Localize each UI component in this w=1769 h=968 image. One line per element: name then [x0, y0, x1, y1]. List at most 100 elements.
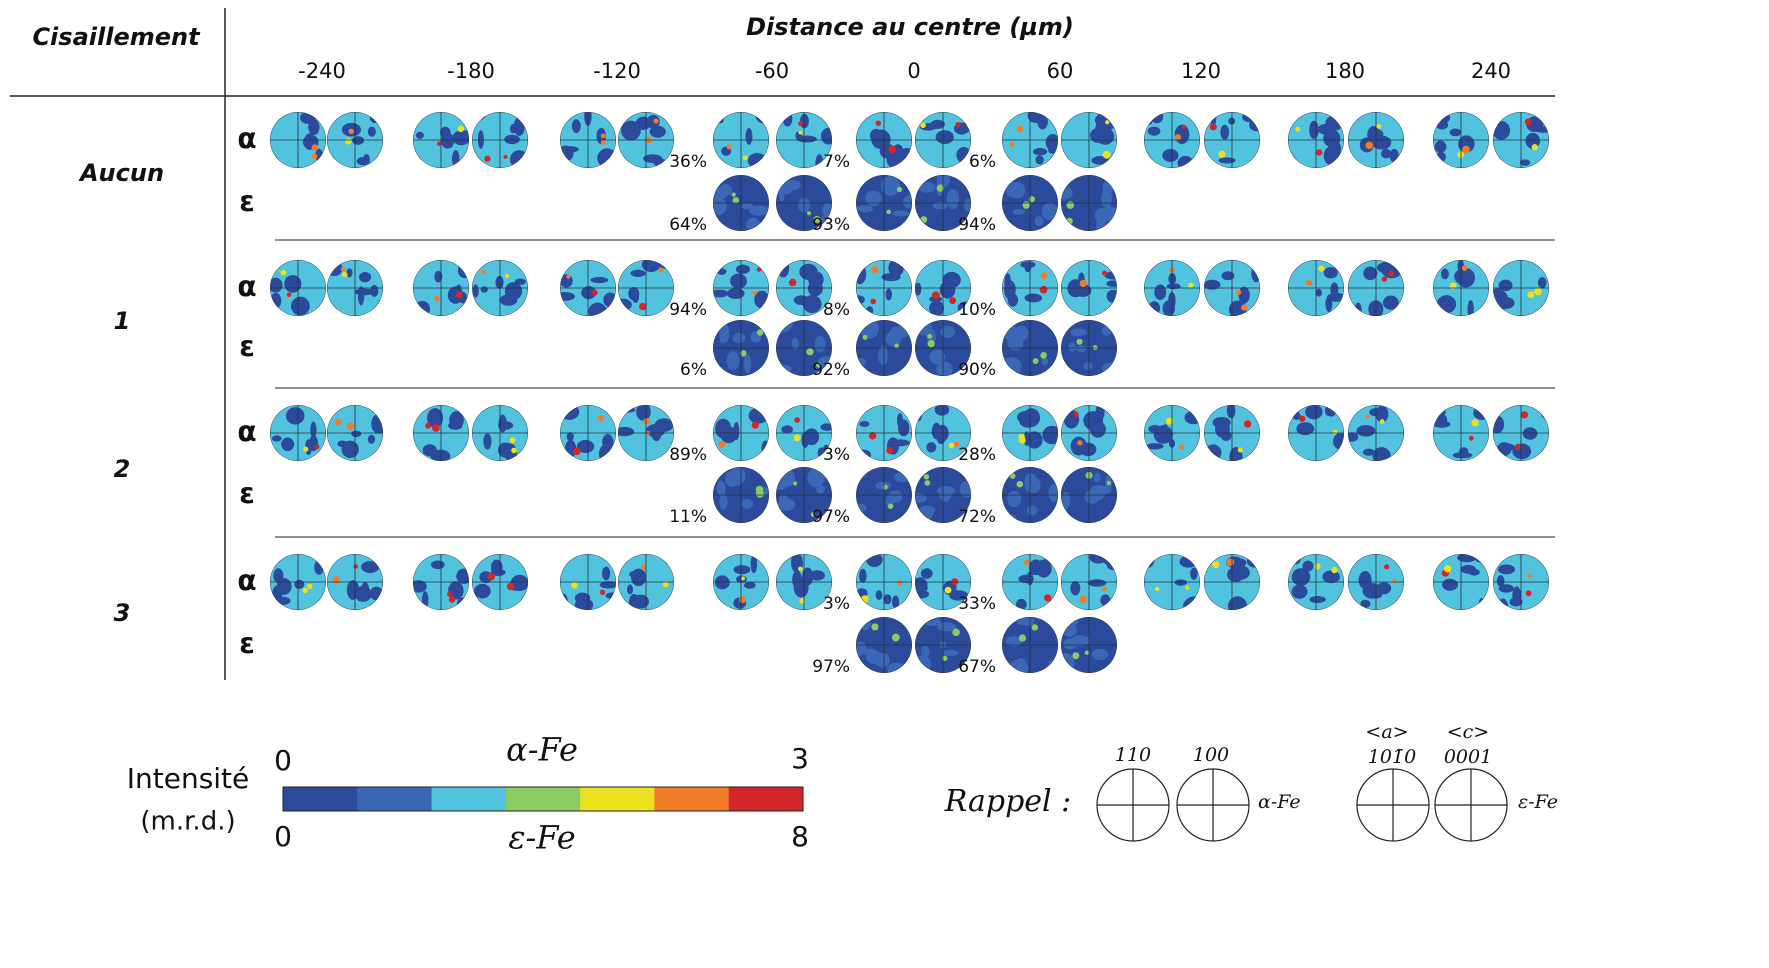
pole-blob — [915, 493, 927, 503]
pole-blob — [919, 505, 936, 515]
pole-blob — [1325, 115, 1344, 131]
pole-peak — [487, 572, 496, 581]
pole-blob — [749, 205, 769, 216]
pole-blob — [716, 117, 724, 124]
pole-blob — [809, 570, 825, 581]
pole-peak — [1073, 411, 1079, 417]
pole-figure — [856, 320, 912, 376]
pole-blob — [477, 130, 484, 149]
pole-blob — [374, 419, 381, 433]
pole-peak — [1077, 440, 1083, 446]
pole-peak — [1032, 358, 1039, 364]
pole-figure — [618, 112, 674, 168]
pole-blob — [875, 590, 883, 601]
colorbar-step — [505, 787, 581, 811]
pole-figure — [1144, 112, 1200, 168]
pole-blob — [716, 480, 726, 497]
pole-peak — [1392, 578, 1397, 584]
pole-blob — [807, 468, 825, 488]
legend-epsilon-min: 0 — [274, 820, 292, 853]
pole-peak — [896, 580, 903, 586]
pole-blob — [270, 277, 283, 293]
pole-blob — [1148, 301, 1161, 316]
pole-peak — [1018, 436, 1026, 444]
distance-label: 60 — [1047, 59, 1074, 83]
pole-figure — [327, 260, 383, 316]
pole-blob — [566, 432, 574, 442]
pole-blob — [1101, 554, 1117, 566]
pole-peak — [755, 489, 764, 498]
colorbar — [282, 786, 804, 812]
pole-blob — [560, 405, 580, 420]
pole-peak — [1016, 480, 1024, 488]
pole-blob — [820, 423, 832, 431]
pole-blob — [1522, 427, 1538, 440]
pole-peak — [756, 267, 762, 272]
pole-peak — [311, 153, 318, 160]
pole-blob — [1372, 135, 1392, 150]
pole-peak — [1318, 265, 1325, 272]
phase-label: ε — [239, 477, 255, 510]
pole-peak — [509, 437, 516, 444]
pole-blob — [360, 581, 370, 600]
pole-blob — [1323, 129, 1341, 148]
pole-peak — [571, 582, 578, 589]
pole-blob — [929, 300, 945, 316]
row-label: 1 — [114, 307, 131, 335]
pole-figure — [1061, 175, 1117, 231]
phase-fraction: 94% — [669, 300, 707, 320]
pole-blob — [1363, 266, 1378, 281]
pole-peak — [798, 130, 803, 135]
pole-blob — [1220, 430, 1232, 441]
pole-blob — [1238, 286, 1250, 304]
pole-peak — [1449, 282, 1457, 290]
pole-figure — [776, 405, 832, 461]
pole-blob — [310, 421, 317, 439]
pole-figure — [915, 405, 971, 461]
pole-blob — [761, 440, 769, 456]
pole-peak — [927, 340, 935, 348]
phase-label: α — [237, 564, 256, 597]
pole-blob — [1106, 280, 1117, 287]
pole-figure — [776, 112, 832, 168]
pole-blob — [649, 125, 666, 138]
pole-blob — [498, 414, 507, 433]
pole-figure — [1348, 405, 1404, 461]
pole-blob — [1541, 406, 1548, 419]
pole-figure — [1433, 554, 1489, 610]
pole-peak — [806, 348, 814, 356]
pole-blob — [735, 264, 751, 274]
pole-figure — [713, 112, 769, 168]
pole-figure — [1144, 554, 1200, 610]
pole-blob — [1153, 425, 1173, 444]
pole-figure — [1433, 112, 1489, 168]
pole-blob — [314, 560, 324, 575]
pole-peak — [1023, 559, 1030, 566]
pole-peak — [566, 274, 571, 279]
distance-label: 240 — [1471, 59, 1511, 83]
pole-peak — [751, 421, 759, 429]
pole-peak — [1009, 473, 1016, 479]
pole-blob — [862, 648, 878, 656]
pole-blob — [571, 119, 581, 134]
pole-figure — [1493, 112, 1549, 168]
pole-blob — [618, 406, 636, 413]
pole-figure — [327, 112, 383, 168]
pole-figure — [560, 260, 616, 316]
pole-blob — [598, 444, 614, 461]
pole-peak — [1181, 124, 1187, 129]
pole-blob — [741, 203, 754, 210]
pole-peak — [813, 215, 821, 223]
pole-peak — [1079, 279, 1087, 288]
pole-blob — [926, 442, 937, 453]
pole-peak — [810, 512, 816, 517]
pole-peak — [1079, 595, 1087, 604]
pole-peak — [798, 566, 803, 572]
pole-blob — [510, 150, 528, 168]
pole-blob — [1449, 128, 1462, 137]
pole-blob — [449, 411, 464, 429]
pole-peak — [481, 269, 486, 275]
pole-blob — [1302, 560, 1314, 572]
pole-blob — [1174, 579, 1187, 586]
pole-blob — [936, 622, 957, 632]
